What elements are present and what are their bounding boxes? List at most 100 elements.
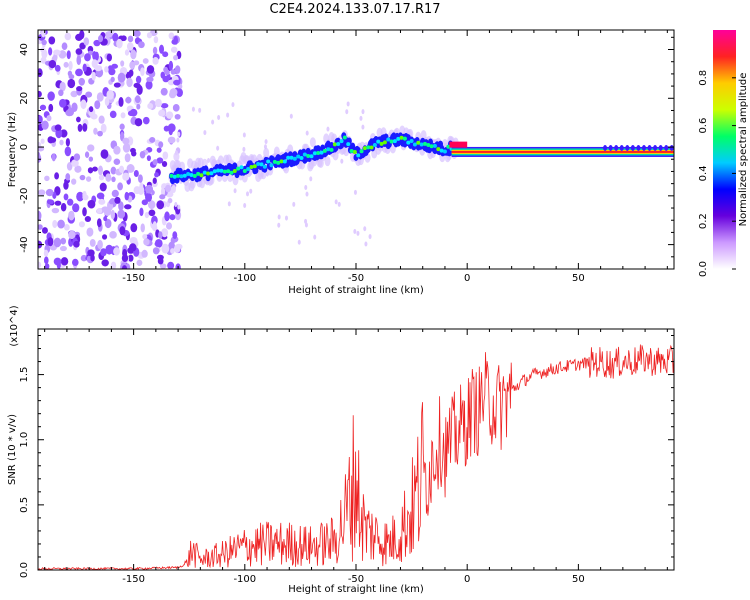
noise-blob [63,224,70,231]
noise-blob [131,150,137,157]
noise-blob [174,202,178,208]
noise-blob [142,58,149,64]
noise-blob [249,188,253,194]
track-peak [219,168,224,173]
noise-blob [142,234,148,240]
noise-blob [160,87,168,96]
noise-blob [38,90,42,98]
snr-plot-area [38,344,674,570]
noise-blob [126,77,133,88]
noise-blob [146,65,155,74]
noise-blob [83,37,90,46]
noise-blob [60,257,69,266]
noise-blob [78,77,85,86]
noise-blob [129,61,136,70]
noise-blob [98,198,106,205]
y-multiplier-label: (x10^4) [9,305,20,346]
noise-blob [72,203,80,213]
noise-blob [165,184,171,193]
noise-blob [118,97,124,107]
noise-blob [85,176,92,182]
noise-blob [121,254,129,263]
noise-blob [54,64,61,72]
noise-blob [71,159,79,167]
noise-blob [144,211,150,219]
noise-blob [133,186,141,195]
y-tick-label: 0.5 [19,497,30,513]
track-peak [386,137,391,142]
noise-blob [47,91,55,101]
noise-blob [68,210,75,221]
noise-blob [124,153,131,163]
noise-blob [154,100,163,108]
noise-blob [149,137,156,143]
noise-blob [133,82,141,89]
noise-blob [242,146,246,152]
noise-blob [142,116,150,125]
noise-blob [60,203,67,212]
track-peak [359,149,364,154]
noise-blob [158,231,163,239]
noise-blob [54,124,62,131]
x-tick-label: -150 [122,273,145,284]
noise-blob [39,104,47,111]
track-peak [339,139,344,144]
noise-blob [97,239,103,250]
noise-blob [68,60,73,71]
noise-blob [87,167,94,174]
noise-blob [111,63,119,69]
track-halo [309,137,316,148]
noise-blob [120,60,125,67]
track-peak [372,143,377,148]
noise-blob [73,153,81,161]
noise-blob [145,184,154,194]
noise-blob [153,36,159,44]
noise-blob [159,194,166,200]
noise-blob [98,35,104,43]
y-tick-label: -20 [19,188,30,204]
track-peak [376,139,381,144]
noise-blob [140,67,145,76]
noise-blob [76,191,84,202]
noise-blob [120,112,126,119]
noise-blob [100,123,107,133]
colorbar-label: Normalized spectral amplitude [738,73,749,227]
spectrogram-panel: -150 -100 -50 0 50 -40 -20 0 20 40 Height of strai… [7,29,675,296]
noise-blob [264,139,268,145]
snr-series-line [38,344,674,570]
noise-blob [41,39,47,46]
noise-blob [173,152,180,162]
track-peak [239,165,244,170]
x-axis-label: Height of straight line (km) [288,285,424,296]
noise-blob [59,139,64,146]
noise-blob [136,259,143,266]
noise-blob [158,141,164,148]
noise-blob [353,189,357,195]
track-peak [379,141,384,146]
noise-blob [51,153,56,162]
noise-blob [145,80,153,90]
noise-blob [133,30,141,37]
track-peak [179,174,184,179]
noise-blob [109,199,115,205]
noise-blob [297,239,301,245]
snr-panel: -150 -100 -50 0 50 0.0 0.5 1.0 1.5 Height of stra… [7,305,675,595]
noise-blob [87,199,96,209]
noise-blob [96,218,102,228]
noise-blob [106,53,113,62]
noise-blob [173,54,179,61]
noise-blob [74,165,82,173]
carrier-ripple [647,144,652,151]
track-peak [369,145,374,150]
noise-blob [143,238,150,246]
noise-blob [138,41,145,49]
track-peak [222,169,227,174]
colorbar-tick-label: 0.8 [698,70,709,86]
noise-blob [171,184,176,193]
noise-blob [48,60,57,69]
track-peak [259,162,264,167]
noise-blob [134,118,143,127]
noise-blob [177,204,181,210]
track-peak [439,148,444,153]
carrier-ripple [619,144,624,151]
